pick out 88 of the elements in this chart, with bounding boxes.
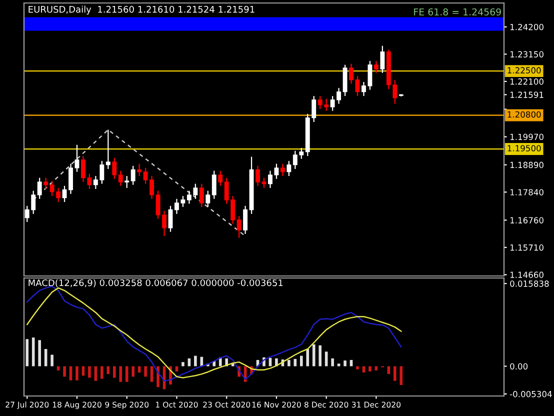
candlestick (199, 183, 204, 208)
bar (368, 366, 372, 372)
bar (69, 366, 72, 380)
candlestick (168, 205, 173, 232)
bar (194, 356, 197, 366)
y-tick-label: 1.18890 (510, 162, 544, 168)
candlestick (362, 81, 366, 97)
bar (362, 366, 366, 373)
bar (32, 338, 35, 366)
candlestick (206, 190, 210, 208)
candlestick (68, 163, 73, 194)
candlestick (44, 177, 48, 190)
candlestick (212, 170, 216, 200)
bar (144, 366, 147, 377)
ref-line-label: 1.19500 (508, 145, 541, 152)
candlestick (368, 60, 372, 90)
chart-title: EURUSD,Daily 1.21560 1.21610 1.21524 1.21591 (28, 6, 254, 14)
candlestick (380, 45, 385, 74)
y-tick-label: 0.015838 (510, 280, 549, 287)
candlestick (37, 177, 42, 200)
candlestick (236, 215, 242, 238)
bar (356, 366, 359, 370)
y-tick-label: 1.24200 (510, 24, 544, 30)
candlestick (118, 170, 123, 186)
candlestick (112, 157, 117, 180)
bar (312, 344, 316, 366)
y-tick-label: 1.14660 (510, 272, 544, 278)
band-label: FE 61.8 = 1.24569 (414, 8, 501, 16)
candlestick (243, 205, 248, 234)
bar (387, 366, 390, 374)
candlestick (274, 163, 279, 180)
y-tick-label: 1.19970 (510, 134, 544, 140)
bar (374, 366, 378, 370)
bar (82, 366, 85, 376)
bar (50, 354, 54, 366)
candlestick (124, 175, 130, 188)
y-tick-label: 1.23150 (510, 51, 544, 58)
candlestick (268, 170, 272, 188)
candlestick (374, 60, 378, 74)
bar (175, 366, 178, 372)
candlestick (137, 163, 142, 177)
ref-line-label: 1.22500 (508, 67, 541, 74)
bar (112, 366, 116, 378)
bar (56, 366, 60, 370)
bar (300, 356, 303, 366)
candlestick (162, 210, 166, 237)
ref-line-label: 1.20800 (508, 111, 541, 118)
bar (138, 366, 141, 373)
bar (76, 366, 78, 380)
bar (26, 339, 29, 366)
bar (344, 360, 346, 366)
y-tick-label: 0.00 (510, 363, 528, 370)
candlestick (218, 170, 223, 186)
bar (132, 366, 134, 377)
candlestick (280, 163, 285, 177)
bar (100, 366, 104, 379)
y-tick-label: 1.17840 (510, 189, 544, 196)
bar (125, 366, 128, 382)
bar (106, 366, 110, 374)
candlestick (355, 75, 360, 97)
bar (119, 366, 122, 382)
bar (394, 366, 396, 381)
candlestick (349, 63, 354, 84)
bar (331, 358, 334, 366)
candlestick (286, 160, 292, 177)
y-tick-label: -0.005304 (510, 390, 552, 398)
bar (318, 345, 322, 366)
chart-title: MACD(12,26,9) 0.003258 0.006067 0.000000 -0.003651 (28, 279, 283, 288)
candlestick (256, 165, 260, 186)
candlestick (156, 190, 160, 220)
candlestick (106, 129, 110, 170)
candlestick (342, 64, 348, 97)
bar (63, 366, 66, 377)
bar (88, 366, 91, 378)
bar (306, 349, 310, 366)
candlestick (130, 165, 136, 186)
bar (38, 340, 41, 366)
y-tick-label: 1.22100 (510, 78, 544, 85)
candlestick (262, 177, 266, 188)
bar (400, 366, 403, 386)
y-tick-label: 1.15710 (510, 244, 544, 251)
bar (182, 362, 184, 366)
bar (94, 366, 98, 381)
candlestick (74, 144, 80, 172)
bar (288, 360, 290, 366)
y-tick-label: 1.21591 (510, 92, 544, 98)
y-tick-label: 1.16760 (510, 217, 544, 224)
bar (150, 366, 154, 382)
